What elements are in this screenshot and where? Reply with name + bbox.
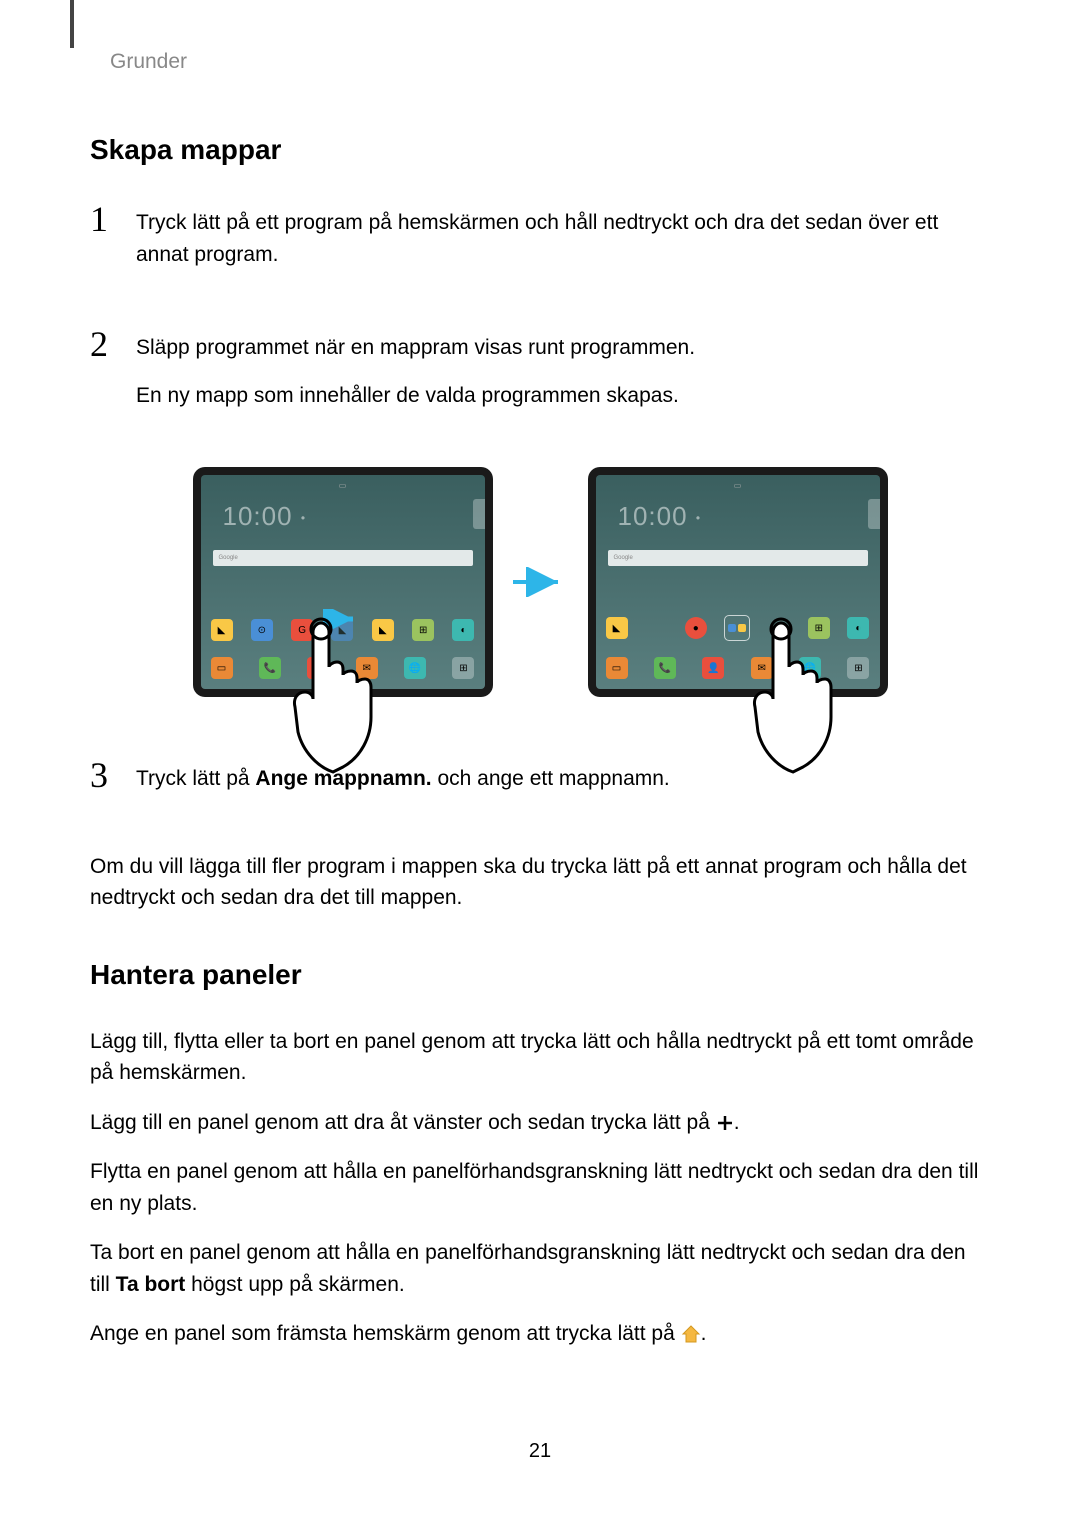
side-panel: [868, 499, 880, 529]
dock-icon: 🌐: [404, 657, 426, 679]
home-icon: [681, 1324, 701, 1344]
step-3-text: Tryck lätt på Ange mappnamn. och ange et…: [136, 763, 990, 795]
tablet-illustration-row: ▭ 10:00 • Google ◣ ⊙ G ◣ ◣ ⊞ ◐: [90, 467, 990, 697]
app-icon: ◐: [452, 619, 474, 641]
step-2-text: Släpp programmet när en mappram visas ru…: [136, 332, 990, 364]
status-bar: ▭: [209, 481, 477, 491]
dock-icon: 📞: [259, 657, 281, 679]
tablet-left-wrapper: ▭ 10:00 • Google ◣ ⊙ G ◣ ◣ ⊞ ◐: [193, 467, 493, 697]
section1-after-para: Om du vill lägga till fler program i map…: [90, 851, 990, 914]
hantera-para3: Flytta en panel genom att hålla en panel…: [90, 1156, 990, 1219]
app-icon: ⊙: [251, 619, 273, 641]
tablet-clock: 10:00 •: [618, 501, 872, 532]
step-number-1: 1: [90, 201, 118, 237]
step-2: 2 Släpp programmet när en mappram visas …: [90, 326, 990, 427]
section-title-hantera-paneler: Hantera paneler: [90, 959, 990, 991]
dock-icon: 👤: [702, 657, 724, 679]
hantera-para4: Ta bort en panel genom att hålla en pane…: [90, 1237, 990, 1300]
dock-icon: ▭: [606, 657, 628, 679]
step-number-2: 2: [90, 326, 118, 362]
header-divider: [70, 0, 74, 48]
step-number-3: 3: [90, 757, 118, 793]
page-header: Grunder: [110, 50, 990, 74]
hand-icon: [743, 617, 853, 777]
step-3: 3 Tryck lätt på Ange mappnamn. och ange …: [90, 757, 990, 811]
dock-icon: ▭: [211, 657, 233, 679]
page-number: 21: [90, 1440, 990, 1463]
tablet-right-wrapper: ▭ 10:00 • Google ◣ ● ⊞ ◐ ▭: [588, 467, 888, 697]
hantera-para1: Lägg till, flytta eller ta bort en panel…: [90, 1026, 990, 1089]
tablet-clock: 10:00 •: [223, 501, 477, 532]
step-1-text: Tryck lätt på ett program på hemskärmen …: [136, 207, 990, 270]
plus-icon: [716, 1114, 734, 1132]
tablet-search-bar: Google: [213, 550, 473, 566]
app-icon: ⊞: [412, 619, 434, 641]
arrow-right-icon: [508, 567, 573, 597]
tablet-search-bar: Google: [608, 550, 868, 566]
step-2-subtext: En ny mapp som innehåller de valda progr…: [136, 380, 990, 412]
hand-icon: [283, 617, 393, 777]
dock-icon: 📞: [654, 657, 676, 679]
app-icon: ◣: [211, 619, 233, 641]
dock-icon: ⊞: [452, 657, 474, 679]
status-bar: ▭: [604, 481, 872, 491]
side-panel: [473, 499, 485, 529]
section-title-skapa-mappar: Skapa mappar: [90, 134, 990, 166]
app-icon: ●: [685, 617, 707, 639]
app-icon: ◣: [606, 617, 628, 639]
hantera-para5: Ange en panel som främsta hemskärm genom…: [90, 1318, 990, 1350]
hantera-para2: Lägg till en panel genom att dra åt väns…: [90, 1107, 990, 1139]
step-1: 1 Tryck lätt på ett program på hemskärme…: [90, 201, 990, 286]
